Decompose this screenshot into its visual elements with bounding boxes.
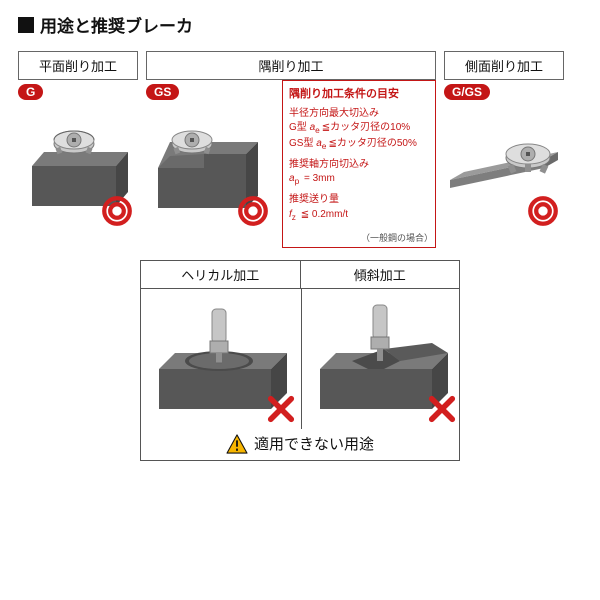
not-applicable-label: 適用できない用途 — [254, 433, 374, 454]
col1-header: 平面削り加工 — [18, 51, 138, 80]
warning-icon — [226, 434, 248, 454]
ok-ring-icon — [100, 194, 134, 228]
top-row: 平面削り加工 G — [18, 51, 582, 248]
not-applicable-box: ヘリカル加工 傾斜加工 — [140, 260, 460, 461]
cell-ramp — [302, 289, 462, 429]
illust-helical — [141, 289, 301, 429]
col-face-milling: 平面削り加工 G — [18, 51, 138, 248]
ok-ring-icon — [236, 194, 270, 228]
cond-line5: ap = 3mm — [289, 172, 429, 187]
illust-face-milling — [18, 102, 138, 232]
page-title: 用途と推奨ブレーカ — [40, 12, 193, 37]
cond-line1: 半径方向最大切込み — [289, 107, 429, 122]
illust-side-milling — [444, 102, 564, 232]
cond-title: 隅削り加工条件の目安 — [289, 87, 429, 103]
col-corner-milling: 隅削り加工 GS — [146, 51, 436, 248]
ok-ring-icon — [526, 194, 560, 228]
head-helical: ヘリカル加工 — [141, 261, 301, 289]
badge-g: G — [18, 84, 43, 100]
head-ramp: 傾斜加工 — [301, 261, 460, 289]
not-ok-x-icon — [428, 395, 456, 423]
cond-line7: fz ≦ 0.2mm/t — [289, 208, 429, 223]
col3-header: 側面削り加工 — [444, 51, 564, 80]
cond-line4: 推奨軸方向切込み — [289, 158, 429, 173]
illust-ramp — [302, 289, 462, 429]
badge-ggs: G/GS — [444, 84, 490, 100]
illust-corner-milling — [146, 102, 274, 232]
not-ok-x-icon — [267, 395, 295, 423]
cond-line3: GS型 ae≦カッタ刃径の50% — [289, 137, 429, 152]
col-side-milling: 側面削り加工 G/GS — [444, 51, 564, 248]
cond-footnote: （一般鋼の場合） — [361, 232, 433, 245]
conditions-box: 隅削り加工条件の目安 半径方向最大切込み G型 ae≦カッタ刃径の10% GS型… — [282, 80, 436, 248]
cond-line6: 推奨送り量 — [289, 193, 429, 208]
col2-header: 隅削り加工 — [146, 51, 436, 80]
title-bullet — [18, 17, 34, 33]
badge-gs: GS — [146, 84, 179, 100]
cell-helical — [141, 289, 302, 429]
cond-line2: G型 ae≦カッタ刃径の10% — [289, 121, 429, 136]
